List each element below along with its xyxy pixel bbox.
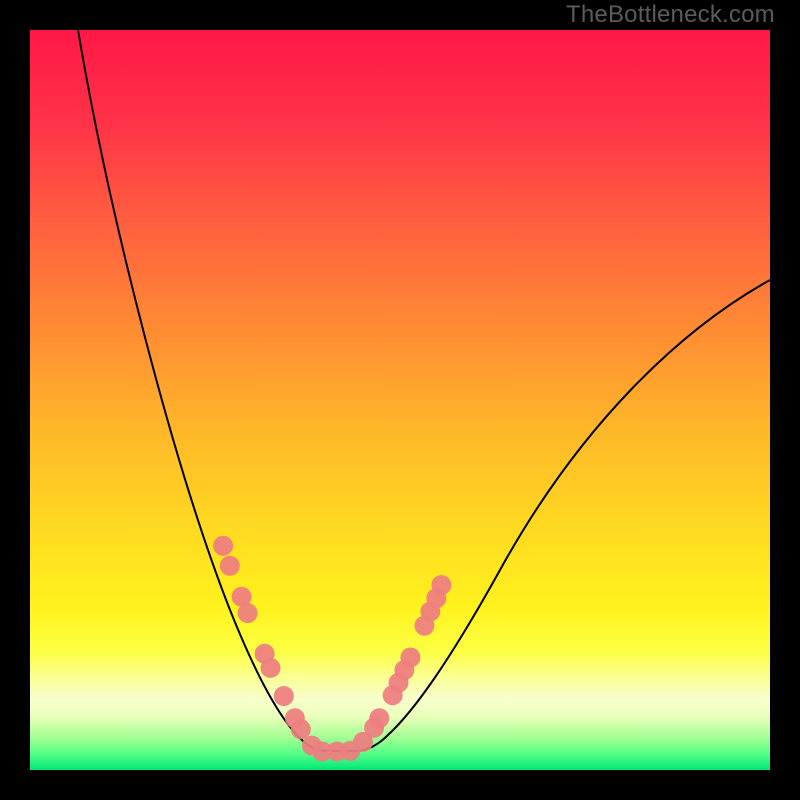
data-marker (238, 603, 258, 623)
data-marker (431, 575, 451, 595)
watermark-text: TheBottleneck.com (566, 1, 775, 29)
plot-svg (30, 30, 770, 770)
data-marker (400, 648, 420, 668)
data-marker (369, 708, 389, 728)
chart-frame: TheBottleneck.com (0, 0, 800, 800)
gradient-background (30, 30, 770, 770)
plot-area (30, 30, 770, 770)
data-marker (261, 658, 281, 678)
data-marker (274, 686, 294, 706)
data-marker (291, 719, 311, 739)
data-marker (220, 556, 240, 576)
data-marker (213, 536, 233, 556)
